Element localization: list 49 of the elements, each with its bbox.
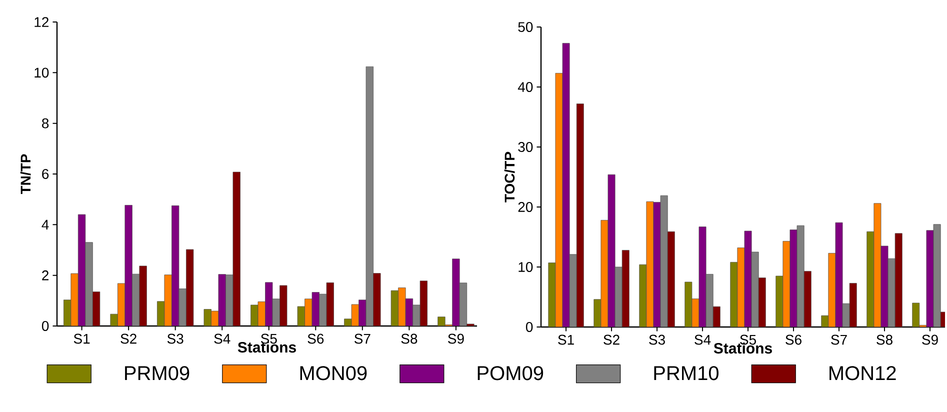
y-tick-label: 12 — [34, 17, 48, 27]
x-tick-label: S2 — [604, 334, 620, 345]
bar — [730, 262, 738, 327]
y-axis-title: TN/TP — [20, 154, 31, 194]
y-tick-label: 10 — [34, 68, 49, 78]
legend-label: PRM10 — [654, 366, 719, 380]
y-tick-label: 20 — [518, 202, 533, 212]
x-tick-label: S9 — [448, 334, 464, 344]
x-tick-label: S6 — [786, 334, 802, 345]
x-tick-label: S5 — [260, 334, 277, 344]
y-tick-label: 0 — [526, 322, 533, 332]
bar — [866, 231, 874, 327]
x-tick-label: S8 — [876, 334, 892, 345]
y-tick-label: 30 — [518, 142, 533, 152]
bar — [594, 299, 602, 327]
y-tick-label: 40 — [518, 82, 533, 92]
bar — [85, 242, 93, 326]
bar — [639, 264, 647, 327]
x-tick-label: S7 — [831, 334, 847, 345]
y-tick-label: 4 — [42, 220, 49, 230]
bar — [452, 258, 460, 326]
y-tick-label: 10 — [518, 262, 533, 272]
y-tick-label: 0 — [42, 321, 49, 331]
y-tick-label: 2 — [42, 270, 48, 280]
x-tick-label: S4 — [694, 334, 711, 345]
x-tick-label: S9 — [922, 334, 938, 345]
y-tick-label: 8 — [42, 118, 49, 128]
x-tick-label: S1 — [74, 334, 90, 344]
legend-label: POM09 — [478, 366, 544, 380]
x-tick-label: S8 — [401, 334, 418, 344]
x-tick-label: S7 — [354, 334, 370, 344]
bar — [684, 282, 692, 327]
x-axis-title: Stations — [238, 342, 296, 353]
bar — [776, 276, 784, 327]
legend-label: MON12 — [830, 366, 896, 380]
x-axis-title: Stations — [714, 342, 772, 354]
legend-label: PRM09 — [125, 366, 190, 380]
legend-label: MON09 — [300, 366, 367, 380]
x-tick-label: S5 — [740, 334, 756, 345]
y-axis-title: TOC/TP — [504, 152, 515, 202]
x-tick-label: S1 — [558, 334, 574, 345]
y-tick-label: 6 — [42, 169, 49, 179]
x-tick-label: S2 — [120, 334, 136, 344]
x-tick-label: S6 — [308, 334, 324, 344]
x-tick-label: S3 — [167, 334, 184, 344]
y-tick-label: 50 — [518, 22, 533, 32]
bar — [548, 262, 556, 327]
x-tick-label: S3 — [649, 334, 665, 345]
x-tick-label: S4 — [214, 334, 230, 344]
